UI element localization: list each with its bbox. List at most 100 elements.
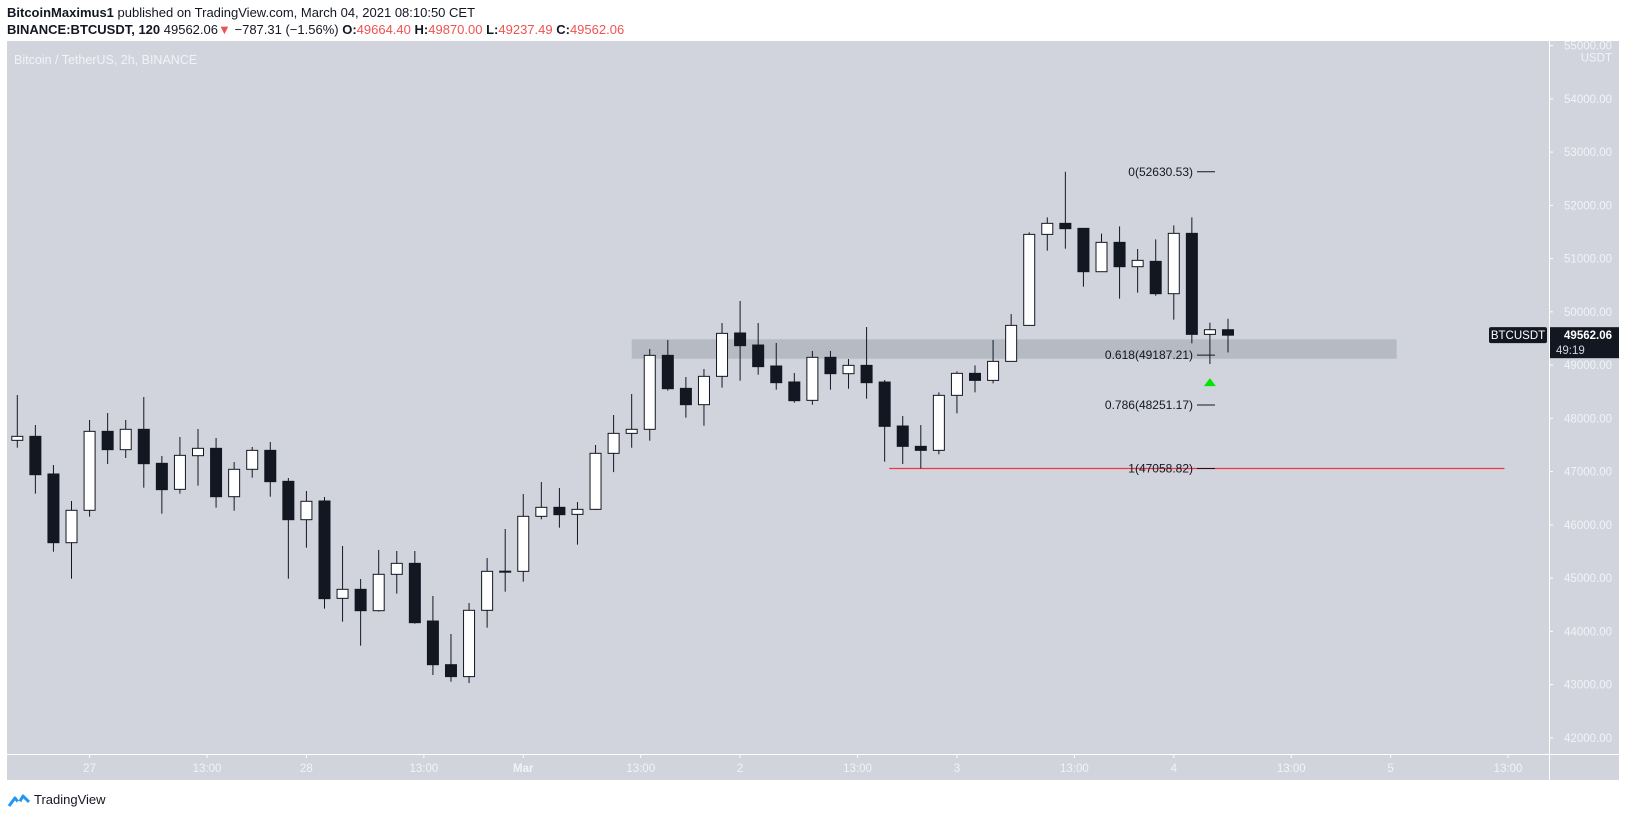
- candle-down: [29, 435, 42, 476]
- time-tick-label: 3: [954, 763, 960, 775]
- candle-down: [1221, 329, 1234, 336]
- last-price-value: 49562.06: [1564, 330, 1612, 342]
- price-tick-label: 53000.00: [1564, 147, 1612, 159]
- price-change: −787.31 (−1.56%): [234, 22, 339, 37]
- close-label: C:: [556, 22, 570, 37]
- footer-brand[interactable]: TradingView: [34, 792, 106, 807]
- candle-down: [1185, 232, 1198, 335]
- price-tick-label: 52000.00: [1564, 200, 1612, 212]
- candle-down: [155, 462, 168, 491]
- time-tick-label: 13:00: [1494, 763, 1523, 775]
- candle-up: [11, 435, 24, 441]
- candle-up: [1203, 329, 1216, 335]
- candle-down: [318, 500, 331, 600]
- candle-down: [210, 447, 223, 498]
- time-tick-label: 13:00: [1060, 763, 1089, 775]
- candle-up: [571, 508, 584, 515]
- candle-up: [697, 375, 710, 406]
- time-tick-label: 28: [300, 763, 313, 775]
- price-tick-label: 49000.00: [1564, 360, 1612, 372]
- candle-up: [481, 570, 494, 611]
- candle-down: [661, 354, 674, 390]
- symbol-price-tag: [1489, 327, 1547, 344]
- candle-up: [119, 428, 132, 451]
- candle-down: [137, 428, 150, 465]
- candle-up: [499, 570, 512, 573]
- low-label: L:: [486, 22, 499, 37]
- candle-down: [788, 381, 801, 402]
- candle-up: [336, 588, 349, 599]
- time-tick-label: 13:00: [1277, 763, 1306, 775]
- candle-up: [173, 454, 186, 490]
- price-tick-label: 47000.00: [1564, 467, 1612, 479]
- candle-down: [1077, 227, 1090, 273]
- time-tick-label: 13:00: [409, 763, 438, 775]
- price-tick-label: 48000.00: [1564, 413, 1612, 425]
- candle-down: [969, 372, 982, 381]
- candle-up: [643, 354, 656, 430]
- candle-down: [824, 356, 837, 375]
- time-tick-label: 13:00: [843, 763, 872, 775]
- candle-down: [264, 449, 277, 483]
- candle-up: [607, 432, 620, 454]
- chart-plot-area[interactable]: [7, 41, 1549, 754]
- candle-up: [372, 573, 385, 612]
- price-tick-label: 43000.00: [1564, 680, 1612, 692]
- low-value: 49237.49: [498, 22, 553, 37]
- price-tick-label: 46000.00: [1564, 520, 1612, 532]
- candle-up: [1167, 232, 1180, 295]
- fib-level-label: 0(52630.53): [1128, 165, 1193, 179]
- candle-down: [734, 332, 747, 347]
- candle-down: [282, 480, 295, 521]
- candle-down: [1113, 241, 1126, 268]
- candle-up: [716, 332, 729, 377]
- candle-down: [1059, 222, 1072, 230]
- axis-corner: [1549, 754, 1619, 780]
- time-tick-label: 13:00: [193, 763, 222, 775]
- candle-up: [83, 430, 96, 511]
- candle-up: [1023, 233, 1036, 326]
- candle-down: [553, 506, 566, 516]
- price-tick-label: 55000.00: [1564, 41, 1612, 53]
- symbol-price-tag-label: BTCUSDT: [1491, 330, 1545, 342]
- candle-down: [354, 588, 367, 612]
- candle-up: [589, 452, 602, 510]
- price-tick-label: 51000.00: [1564, 254, 1612, 266]
- candle-up: [300, 500, 313, 521]
- candle-down: [896, 425, 909, 447]
- candle-up: [463, 609, 476, 678]
- candle-up: [950, 372, 963, 396]
- author-name[interactable]: BitcoinMaximus1: [7, 5, 114, 20]
- price-tick-label: 50000.00: [1564, 307, 1612, 319]
- time-axis[interactable]: [7, 754, 1549, 780]
- high-label: H:: [414, 22, 429, 37]
- candle-up: [1095, 241, 1108, 273]
- fib-level-label: 1(47058.82): [1128, 461, 1193, 475]
- close-value: 49562.06: [569, 22, 625, 37]
- tradingview-logo-icon: [8, 794, 30, 807]
- candle-up: [987, 360, 1000, 381]
- symbol-info: BINANCE:BTCUSDT, 120 49562.06▼ −787.31 (…: [7, 22, 624, 37]
- time-tick-label: 5: [1387, 763, 1393, 775]
- symbol: BINANCE:BTCUSDT, 120: [7, 22, 161, 37]
- candle-up: [932, 394, 945, 451]
- time-tick-label: 13:00: [626, 763, 655, 775]
- arrow-up-icon: [1203, 378, 1216, 387]
- price-tick-label: 45000.00: [1564, 573, 1612, 585]
- time-tick-label: 27: [83, 763, 96, 775]
- price-axis[interactable]: [1549, 41, 1619, 754]
- time-tick-label: 2: [737, 763, 743, 775]
- time-tick-label: Mar: [513, 763, 534, 775]
- candle-down: [878, 381, 891, 427]
- price-tick-label: 54000.00: [1564, 94, 1612, 106]
- candle-up: [228, 468, 241, 498]
- fib-level-label: 0.618(49187.21): [1105, 348, 1193, 362]
- triangle-down-icon: ▼: [218, 22, 231, 37]
- price-unit-label: USDT: [1581, 53, 1612, 65]
- candle-up: [535, 506, 548, 517]
- candle-up: [1005, 324, 1018, 362]
- footer: TradingView: [8, 792, 106, 807]
- bar-countdown: 49:19: [1556, 345, 1585, 357]
- candle-up: [1041, 222, 1054, 235]
- last-price: 49562.06: [163, 22, 218, 37]
